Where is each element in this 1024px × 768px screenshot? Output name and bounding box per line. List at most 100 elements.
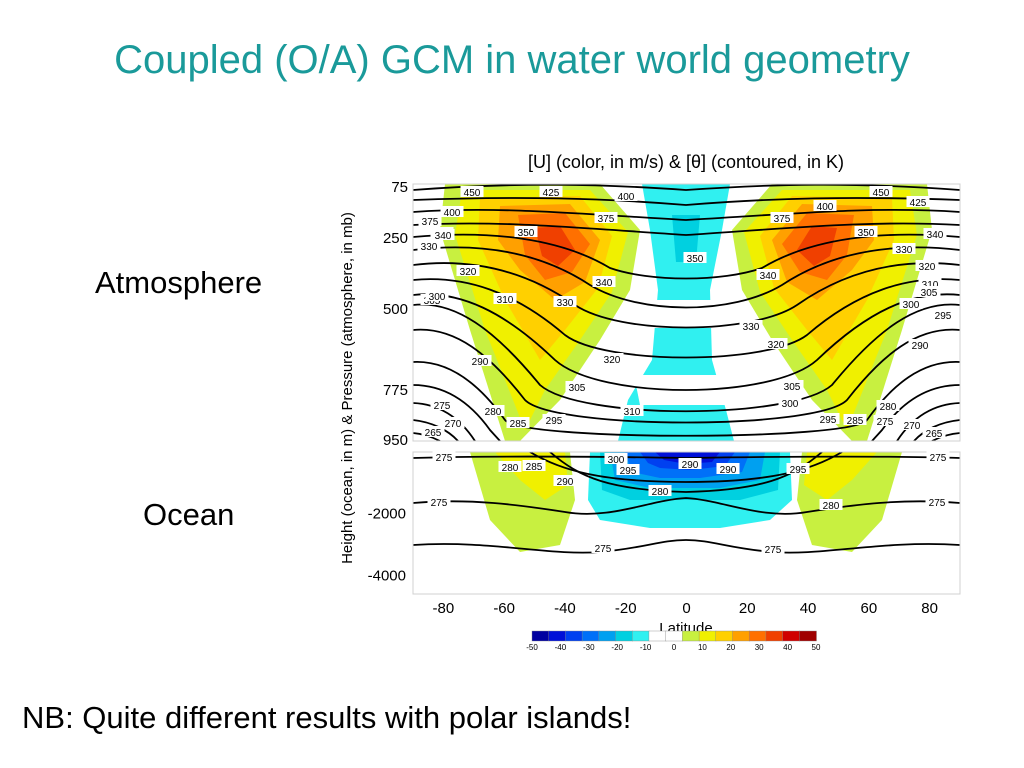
colorbar-swatch — [531, 630, 550, 642]
contour-label-bg — [421, 426, 445, 437]
contour-label-bg — [460, 186, 484, 197]
colorbar-tick-label: -50 — [526, 643, 538, 652]
colorbar-swatch — [648, 630, 667, 642]
y-tick-label: 500 — [383, 301, 408, 318]
colorbar-swatch — [765, 630, 784, 642]
contour-label: 375 — [598, 214, 615, 225]
contour-label-bg — [926, 451, 950, 462]
contour-label: 290 — [682, 460, 699, 471]
colorbar: -50 -40 -30 -20 -10 0 10 20 30 40 50 — [526, 630, 821, 652]
contour-label-bg — [498, 461, 522, 472]
theta-contours-atmosphere — [413, 184, 960, 441]
contour-label: 275 — [431, 498, 448, 509]
contour-label: 350 — [687, 254, 704, 265]
contour-label: 275 — [929, 498, 946, 509]
contour-label-bg — [917, 286, 941, 297]
colorbar-swatch — [581, 630, 600, 642]
contour-label: 295 — [620, 466, 637, 477]
contour-label: 350 — [518, 228, 535, 239]
easterly-band-inner — [672, 215, 700, 262]
x-tick-label: -40 — [554, 600, 576, 617]
colorbar-tick-label: 0 — [672, 643, 677, 652]
contour-label: 280 — [502, 463, 519, 474]
contour-label: 300 — [608, 455, 625, 466]
colorbar-tick-label: -40 — [555, 643, 567, 652]
contour-label-bg — [592, 276, 616, 287]
colorbar-tick-label: 40 — [783, 643, 792, 652]
contour-label-bg — [678, 458, 702, 469]
contour-label: 275 — [434, 401, 451, 412]
contour-label: 320 — [919, 262, 936, 273]
contour-label-bg — [441, 417, 465, 428]
contour-label-bg — [456, 265, 480, 276]
colorbar-swatch — [665, 630, 684, 642]
contour-label-bg — [553, 475, 577, 486]
contour-label: 310 — [497, 295, 514, 306]
colorbar-swatch — [715, 630, 734, 642]
contour-label-bg — [819, 499, 843, 510]
colorbar-tick-label: 50 — [812, 643, 821, 652]
colorbar-tick-label: -20 — [611, 643, 623, 652]
contour-label-bg — [539, 186, 563, 197]
contour-label-bg — [906, 196, 930, 207]
x-tick-label: 20 — [739, 600, 756, 617]
contour-label: 310 — [922, 280, 939, 291]
contour-label: 270 — [904, 421, 921, 432]
contour-label: 340 — [435, 231, 452, 242]
contour-label-bg — [843, 414, 867, 425]
contour-label-bg — [432, 451, 456, 462]
colorbar-swatch — [598, 630, 617, 642]
contour-label-bg — [876, 400, 900, 411]
contour-label-bg — [756, 269, 780, 280]
contour-label: 320 — [768, 340, 785, 351]
contour-label-bg — [908, 339, 932, 350]
contour-label-bg — [591, 542, 615, 553]
y-tick-label: -2000 — [368, 506, 406, 523]
contour-label-bg — [778, 397, 802, 408]
contour-label-bg — [417, 240, 441, 251]
contour-label-bg — [716, 463, 740, 474]
contour-label-bg — [813, 200, 837, 211]
contour-label: 280 — [823, 501, 840, 512]
contour-label: 310 — [624, 407, 641, 418]
colorbar-swatch — [548, 630, 567, 642]
contour-label-bg — [918, 278, 942, 289]
contour-label-bg — [923, 228, 947, 239]
y-tick-label: 75 — [391, 179, 408, 196]
contour-label: 295 — [790, 465, 807, 476]
contour-label-bg — [869, 186, 893, 197]
contour-label-bg — [854, 226, 878, 237]
contour-label: 290 — [557, 477, 574, 488]
contour-label-bg — [522, 460, 546, 471]
contour-label: 290 — [472, 357, 489, 368]
colorbar-swatch — [799, 630, 817, 642]
contour-label: 305 — [424, 296, 441, 307]
contour-label-bg — [925, 496, 949, 507]
contour-label: 275 — [765, 545, 782, 556]
contour-label: 290 — [912, 341, 929, 352]
ocean-label: Ocean — [143, 497, 235, 532]
contour-label-bg — [648, 485, 672, 496]
contour-label-bg — [604, 453, 628, 464]
contour-label-bg — [542, 414, 566, 425]
colorbar-swatch — [565, 630, 583, 642]
contour-label: 275 — [436, 453, 453, 464]
x-ticks: -80 -60 -40 -20 0 20 40 60 80 — [433, 600, 938, 617]
contour-label-bg — [816, 413, 840, 424]
contour-label-bg — [770, 212, 794, 223]
contour-label-bg — [900, 419, 924, 430]
colorbar-tick-label: 30 — [755, 643, 764, 652]
contour-label: 305 — [921, 288, 938, 299]
contour-label: 400 — [618, 192, 635, 203]
contour-label: 450 — [464, 188, 481, 199]
contour-label-bg — [786, 463, 810, 474]
contour-label-bg — [620, 405, 644, 416]
contour-label: 300 — [429, 292, 446, 303]
chart-title: [U] (color, in m/s) & [θ] (contoured, in… — [528, 152, 844, 172]
contour-label-bg — [430, 399, 454, 410]
x-tick-label: 80 — [921, 600, 938, 617]
x-tick-label: -20 — [615, 600, 637, 617]
contour-label-bg — [565, 381, 589, 392]
contour-label: 320 — [460, 267, 477, 278]
